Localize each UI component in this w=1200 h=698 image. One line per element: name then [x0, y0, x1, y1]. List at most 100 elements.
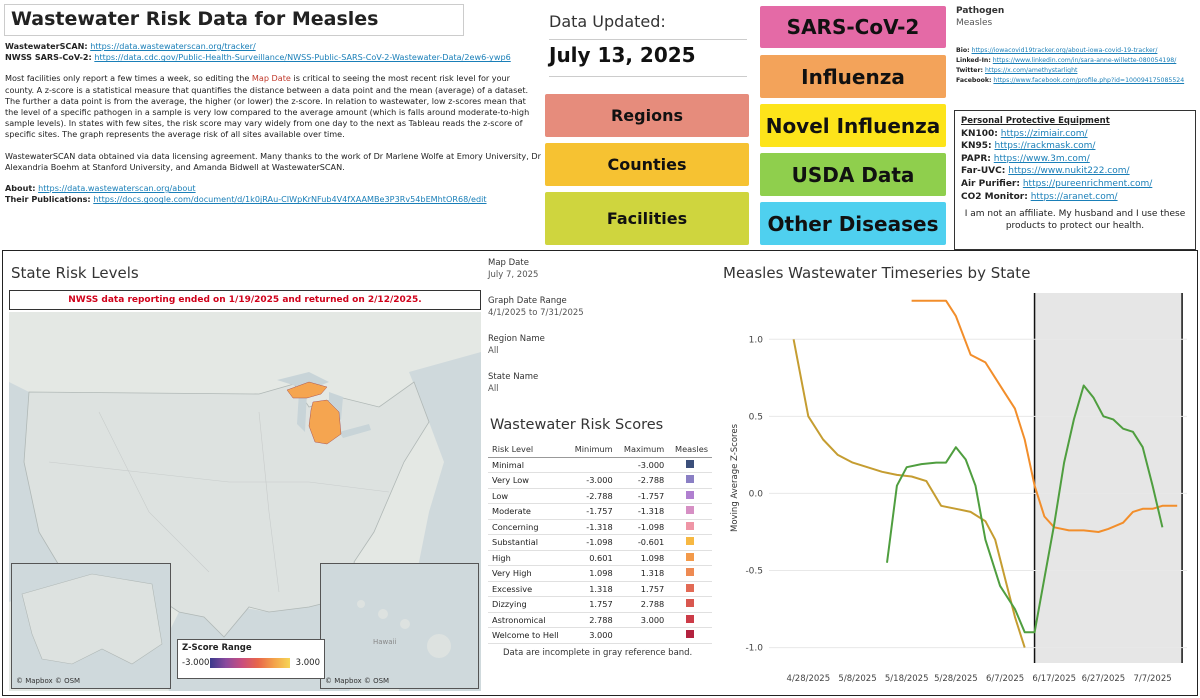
counties-button[interactable]: Counties	[545, 143, 749, 186]
facebook-link[interactable]: https://www.facebook.com/profile.php?id=…	[993, 77, 1185, 84]
ppe-link[interactable]: https://www.nukit222.com/	[1008, 166, 1130, 177]
chart-svg: 1.0 0.5 0.0 -0.5 -1.0 Moving Average Z-Scores…	[730, 293, 1187, 684]
wastewaterscan-link[interactable]: https://data.wastewaterscan.org/tracker/	[90, 41, 256, 51]
filter-value: All	[488, 346, 499, 356]
filter-value: July 7, 2025	[488, 270, 539, 280]
filter-graph-date-range[interactable]: Graph Date Range 4/1/2025 to 7/31/2025	[488, 296, 668, 318]
usda-data-button[interactable]: USDA Data	[760, 153, 946, 196]
minimum-cell	[567, 457, 617, 473]
y-tick-label: -0.5	[745, 567, 763, 577]
michigan-lower[interactable]	[308, 399, 342, 445]
table-row: Substantial -1.098 -0.601	[488, 534, 712, 551]
button-label: Facilities	[606, 209, 688, 228]
bio-link[interactable]: https://iowacovid19tracker.org/about-iow…	[971, 47, 1158, 54]
ppe-link[interactable]: https://rackmask.com/	[994, 141, 1096, 152]
hawaii-island	[378, 609, 388, 619]
alaska-svg	[12, 564, 170, 688]
desc-part: is critical to seeing the most recent ri…	[5, 73, 530, 140]
color-swatch	[686, 583, 695, 592]
y-tick-label: -1.0	[745, 644, 763, 654]
risk-scores-table: Risk Level Minimum Maximum Measles Minim…	[488, 441, 712, 644]
influenza-button[interactable]: Influenza	[760, 55, 946, 98]
filter-region-name[interactable]: Region Name All	[488, 334, 668, 356]
maximum-cell: -3.000	[616, 457, 669, 473]
filter-label: Region Name	[488, 334, 545, 344]
minimum-cell: -1.098	[567, 534, 617, 551]
filter-label: Graph Date Range	[488, 296, 567, 306]
maximum-cell: -2.788	[616, 472, 669, 489]
button-label: Influenza	[801, 64, 905, 89]
nwss-label: NWSS SARS-CoV-2:	[5, 52, 92, 63]
novel-influenza-button[interactable]: Novel Influenza	[760, 104, 946, 147]
table-row: Very Low -3.000 -2.788	[488, 472, 712, 489]
color-swatch-cell	[668, 503, 712, 520]
nwss-banner: NWSS data reporting ended on 1/19/2025 a…	[9, 290, 481, 310]
minimum-cell: 0.601	[567, 550, 617, 566]
twitter-link[interactable]: https://x.com/amethystarlight	[984, 67, 1078, 74]
hawaii-inset[interactable]: Hawaii © Mapbox © OSM	[320, 563, 479, 689]
zscore-legend: Z-Score Range -3.000 3.000	[177, 639, 325, 679]
ppe-link[interactable]: https://www.3m.com/	[993, 153, 1090, 164]
michigan-upper[interactable]	[286, 381, 328, 399]
maximum-cell: 2.788	[616, 596, 669, 613]
alaska-inset[interactable]: © Mapbox © OSM	[11, 563, 171, 689]
risk-level-cell: Minimal	[488, 457, 568, 473]
table-row: Very High 1.098 1.318	[488, 565, 712, 582]
ppe-link[interactable]: https://pureenrichment.com/	[1022, 178, 1153, 189]
other-diseases-button[interactable]: Other Diseases	[760, 202, 946, 245]
x-tick-label: 7/7/2025	[1133, 674, 1171, 684]
about-link[interactable]: https://data.wastewaterscan.org/about	[38, 183, 196, 194]
social-links: Bio: https://iowacovid19tracker.org/abou…	[956, 46, 1196, 86]
ppe-link[interactable]: https://aranet.com/	[1030, 191, 1118, 202]
minimum-cell: -1.757	[567, 503, 617, 520]
hawaii-svg	[321, 564, 478, 688]
timeseries-chart[interactable]: 1.0 0.5 0.0 -0.5 -1.0 Moving Average Z-Scores…	[723, 287, 1197, 693]
maximum-cell: -1.098	[616, 519, 669, 535]
lake-michigan	[297, 392, 307, 432]
risk-level-cell: Excessive	[488, 581, 568, 597]
filter-map-date[interactable]: Map Date July 7, 2025	[488, 258, 668, 280]
sars-cov-2-button[interactable]: SARS-CoV-2	[760, 6, 946, 48]
legend-gradient	[210, 658, 290, 668]
ppe-item: KN100: https://zimiair.com/	[961, 128, 1189, 141]
updated-label: Data Updated:	[549, 12, 666, 31]
maximum-cell: -1.318	[616, 503, 669, 520]
filter-state-name[interactable]: State Name All	[488, 372, 668, 394]
publications-label: Their Publications:	[5, 194, 91, 205]
ppe-label: Air Purifier:	[961, 178, 1020, 189]
regions-button[interactable]: Regions	[545, 94, 749, 137]
risk-level-cell: Low	[488, 488, 568, 504]
table-row: Astronomical 2.788 3.000	[488, 612, 712, 628]
legend-max: 3.000	[295, 658, 320, 668]
publications-link[interactable]: https://docs.google.com/document/d/1k0jR…	[93, 194, 487, 205]
dashboard-panel: State Risk Levels NWSS data reporting en…	[2, 250, 1198, 696]
ppe-item: PAPR: https://www.3m.com/	[961, 153, 1189, 166]
updated-date: July 13, 2025	[549, 43, 696, 67]
map-road	[98, 411, 210, 573]
ppe-item: Far-UVC: https://www.nukit222.com/	[961, 165, 1189, 178]
pathogen-filter[interactable]: Pathogen Measles	[956, 6, 1196, 28]
color-swatch	[686, 552, 695, 561]
alaska-land	[21, 573, 163, 665]
ppe-label: CO2 Monitor:	[961, 191, 1028, 202]
risk-level-cell: Very Low	[488, 472, 568, 489]
color-swatch	[686, 506, 695, 515]
table-row: Excessive 1.318 1.757	[488, 581, 712, 597]
facebook-label: Facebook:	[956, 77, 992, 84]
ppe-item: KN95: https://rackmask.com/	[961, 140, 1189, 153]
ppe-box: Personal Protective Equipment KN100: htt…	[954, 110, 1196, 250]
risk-scores-title: Wastewater Risk Scores	[490, 417, 664, 433]
linkedin-link[interactable]: https://www.linkedin.com/in/sara-anne-wi…	[992, 57, 1177, 64]
nwss-link[interactable]: https://data.cdc.gov/Public-Health-Surve…	[94, 52, 511, 63]
table-row: Low -2.788 -1.757	[488, 488, 712, 504]
gray-band-note: Data are incomplete in gray reference ba…	[503, 648, 693, 658]
color-swatch	[686, 599, 695, 608]
ppe-link[interactable]: https://zimiair.com/	[1000, 128, 1088, 139]
linkedin-label: Linked-In:	[956, 57, 991, 64]
divider	[549, 76, 747, 77]
map-attribution: © Mapbox © OSM	[325, 677, 390, 685]
us-map[interactable]: © Mapbox © OSM Hawaii © Mapbox © OSM Z-S…	[9, 312, 481, 691]
facilities-button[interactable]: Facilities	[545, 192, 749, 245]
ppe-title: Personal Protective Equipment	[961, 116, 1110, 126]
minimum-cell: -2.788	[567, 488, 617, 504]
